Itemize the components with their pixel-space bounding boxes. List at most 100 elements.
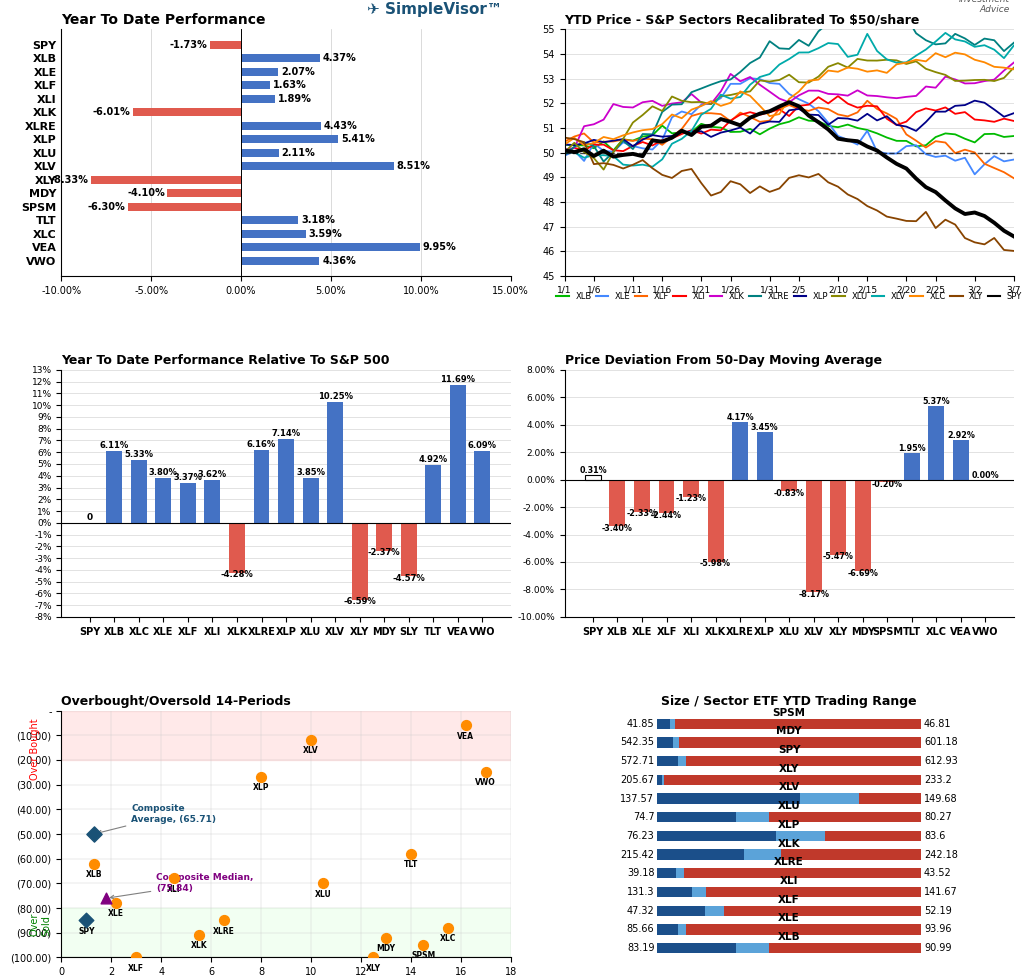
XLE [764,77,776,89]
Line: XLY: XLY [564,138,1014,251]
XLE [734,78,746,90]
XLU [666,91,678,103]
XLF [910,135,923,147]
Point [458,718,474,734]
XLY [997,244,1010,256]
Bar [657,775,922,785]
XLB [793,111,805,123]
Bar [657,906,705,915]
XLE [920,149,932,160]
XLK [910,90,923,102]
XLI [656,134,669,146]
Text: XLF: XLF [128,963,144,973]
Text: 8.51%: 8.51% [396,161,431,171]
XLB [891,135,903,147]
XLY [744,188,757,199]
Text: XLC: XLC [440,934,457,943]
XLF [734,106,746,118]
XLC [656,118,669,130]
XLC [881,67,893,79]
XLRE [988,34,1000,46]
XLC [734,86,746,98]
Bar [303,478,318,523]
XLRE [783,43,796,55]
XLI [773,104,785,115]
XLI [997,112,1010,124]
XLC [793,86,805,98]
XLY [578,137,590,149]
XLU [920,63,932,74]
XLV [822,37,835,49]
Bar [657,756,922,766]
Text: -5.47%: -5.47% [822,552,854,562]
XLK [646,95,658,106]
SPY [812,116,824,128]
XLF [646,133,658,145]
XLE [861,125,873,137]
XLP [695,125,708,137]
XLF [949,148,962,159]
Line: XLV: XLV [564,33,1014,167]
XLC [930,47,942,59]
XLC [637,124,649,136]
XLI [646,140,658,151]
XLP [793,104,805,115]
Bar [732,422,749,480]
XLI [568,142,581,153]
XLY [705,190,717,201]
Text: Over Bought: Over Bought [30,718,40,780]
SPY [734,119,746,131]
XLRE [588,140,600,151]
Text: Year To Date Performance Relative To S&P 500: Year To Date Performance Relative To S&P… [61,355,390,367]
XLK [666,98,678,109]
XLV [861,28,873,40]
XLV [764,68,776,80]
XLI [870,101,883,112]
SPY [715,113,727,125]
XLP [646,129,658,141]
XLP [764,115,776,127]
XLF [724,115,736,127]
SPY [578,144,590,155]
XLE [666,111,678,123]
XLU [773,74,785,86]
XLE [588,138,600,149]
Text: XLI: XLI [780,876,799,886]
XLRE [870,17,883,28]
XLP [783,105,796,116]
XLK [627,102,639,113]
Bar [736,943,769,954]
XLF [744,111,757,123]
XLI [930,105,942,116]
XLC [803,75,815,87]
XLP [969,95,981,106]
XLB [578,140,590,151]
XLC [588,137,600,149]
XLP [754,118,766,130]
XLE [851,139,863,150]
Bar [241,54,319,63]
XLI [666,133,678,145]
XLK [734,75,746,87]
Point [402,846,419,862]
XLI [842,98,854,109]
XLRE [803,40,815,52]
Bar [450,385,466,523]
XLV [705,103,717,114]
Text: XLU: XLU [778,801,801,811]
XLV [695,108,708,120]
XLI [920,103,932,114]
XLF [773,104,785,115]
XLY [656,169,669,181]
XLK [978,75,990,87]
XLP [656,131,669,143]
XLU [793,76,805,88]
XLI [881,113,893,125]
Bar [241,230,305,238]
XLRE [705,79,717,91]
Bar [657,812,736,823]
XLI [783,110,796,122]
XLP [734,122,746,134]
Text: XLE: XLE [778,913,800,923]
Text: 0: 0 [87,513,93,522]
